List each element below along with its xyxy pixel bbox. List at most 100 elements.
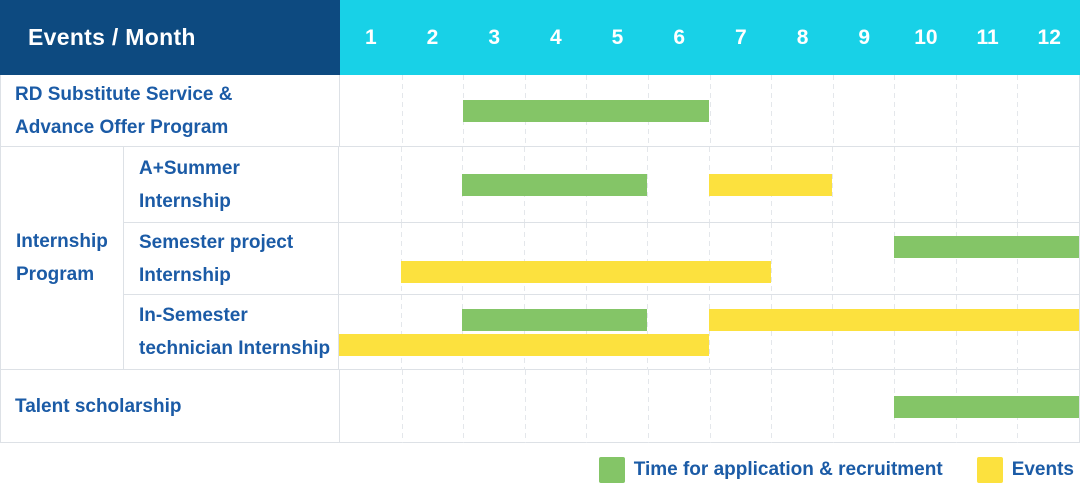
legend-swatch-recruitment: [598, 456, 625, 483]
table-row: In-Semester technician Internship: [124, 294, 1079, 370]
row-label: Talent scholarship: [1, 370, 340, 442]
month-header-1: 1: [364, 25, 377, 49]
row-label: A+Summer Internship: [124, 147, 339, 222]
legend-label: Time for application & recruitment: [633, 458, 943, 480]
month-grid-line: [400, 147, 402, 222]
legend: Time for application & recruitment Events: [0, 443, 1080, 494]
month-grid-line: [647, 223, 649, 295]
label-line: Talent scholarship: [15, 395, 182, 417]
label-line: RD Substitute Service &: [15, 83, 233, 105]
month-grid-line: [1017, 75, 1019, 146]
month-grid-line: [462, 223, 464, 295]
month-header-8: 8: [796, 25, 809, 49]
month-header-3: 3: [488, 25, 501, 49]
bar-event: [339, 334, 709, 356]
month-grid-line: [771, 370, 773, 443]
month-grid-line: [401, 75, 403, 146]
month-grid-line: [463, 370, 465, 443]
bar-event: [709, 309, 1079, 331]
month-grid-line: [647, 147, 649, 222]
group-block: Internship Program A+Summer Internship Semes…: [1, 146, 1079, 370]
month-grid-line: [955, 147, 957, 222]
label-line: Internship: [139, 264, 231, 286]
chart-area: [339, 295, 1079, 370]
month-header-9: 9: [858, 25, 871, 49]
month-grid-line: [401, 370, 403, 443]
month-header-7: 7: [735, 25, 747, 49]
month-grid-line: [771, 75, 773, 146]
row-label: In-Semester technician Internship: [124, 295, 339, 369]
table-row: RD Substitute Service & Advance Offer Pro…: [1, 75, 1079, 146]
month-grid-line: [524, 223, 525, 295]
row-label: Semester project Internship: [124, 223, 339, 294]
month-header-12: 12: [1037, 25, 1061, 49]
group-label: Internship Program: [1, 147, 124, 369]
month-grid-line: [524, 295, 525, 370]
month-header-11: 11: [976, 25, 999, 49]
month-grid-line: [832, 295, 834, 370]
month-grid-line: [894, 75, 896, 146]
table-row: A+Summer Internship: [124, 147, 1079, 222]
month-grid-line: [1017, 295, 1019, 370]
month-grid-line: [524, 370, 526, 443]
month-grid-line: [647, 370, 649, 443]
label-line: Internship: [139, 190, 231, 212]
legend-swatch-event: [976, 456, 1003, 483]
bar-event: [709, 174, 833, 196]
month-grid-line: [585, 295, 587, 370]
chart-area: [340, 370, 1079, 443]
month-header-10: 10: [914, 25, 938, 49]
bar-recruitment: [462, 174, 648, 196]
month-grid-line: [955, 223, 957, 295]
chart-area: [340, 75, 1079, 146]
label-line: Semester project: [139, 231, 294, 253]
chart-area: [339, 223, 1079, 295]
label-line: Program: [16, 264, 95, 285]
month-grid-line: [894, 147, 895, 222]
table-row: Semester project Internship: [124, 222, 1079, 295]
chart-area: [339, 147, 1079, 222]
legend-label: Events: [1011, 458, 1074, 480]
month-grid-line: [955, 75, 957, 146]
table-row: Talent scholarship: [1, 369, 1079, 443]
month-grid-line: [832, 223, 834, 295]
label-line: technician Internship: [139, 338, 331, 359]
bar-recruitment: [894, 396, 1079, 418]
month-grid-line: [894, 223, 895, 295]
header-title-cell: Events / Month: [0, 0, 340, 75]
month-grid-line: [1017, 147, 1019, 222]
table-header: Events / Month 1 2 3 4 5 6 7 8 9 10 11 12: [0, 0, 1080, 75]
month-grid-line: [647, 295, 649, 370]
legend-item-recruitment: Time for application & recruitment: [598, 456, 943, 483]
month-header-2: 2: [426, 25, 439, 49]
month-grid-line: [770, 223, 772, 295]
bar-recruitment: [462, 309, 648, 331]
month-header-4: 4: [550, 25, 562, 49]
header-title: Events / Month: [28, 24, 196, 50]
month-grid-line: [709, 223, 710, 295]
month-grid-line: [400, 223, 402, 295]
month-grid-line: [709, 370, 711, 443]
month-grid-line: [832, 75, 834, 146]
month-grid-line: [400, 295, 402, 370]
label-line: Internship: [16, 231, 108, 252]
row-label: RD Substitute Service & Advance Offer Pro…: [1, 75, 340, 146]
month-grid-line: [832, 370, 834, 443]
month-grid-line: [832, 147, 834, 222]
month-grid-line: [462, 295, 464, 370]
month-grid-line: [709, 295, 710, 370]
bar-event: [400, 261, 771, 283]
table-body: RD Substitute Service & Advance Offer Pro…: [0, 75, 1080, 443]
schedule-table: Events / Month 1 2 3 4 5 6 7 8 9 10 11 12 RD Substi…: [0, 0, 1080, 443]
label-line: A+Summer: [139, 157, 240, 179]
month-header-row: 1 2 3 4 5 6 7 8 9 10 11 12: [340, 0, 1080, 75]
month-header-5: 5: [611, 25, 624, 49]
month-grid-line: [586, 370, 588, 443]
month-grid-line: [1017, 223, 1019, 295]
legend-item-event: Events: [976, 456, 1074, 483]
group-rows: A+Summer Internship Semester project Intern…: [124, 147, 1079, 370]
month-grid-line: [894, 295, 895, 370]
month-header-6: 6: [673, 25, 686, 49]
month-grid-line: [770, 295, 772, 370]
